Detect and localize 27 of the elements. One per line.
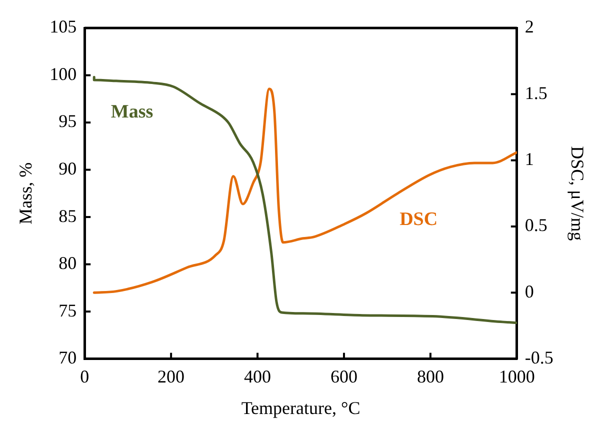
series-label: Mass	[110, 102, 154, 123]
x-axis-title: Temperature, °C	[241, 398, 360, 418]
x-tick-label: 1000	[498, 366, 535, 386]
x-tick-label: 800	[416, 366, 444, 386]
y2-tick-label: -0.5	[524, 348, 554, 368]
y-tick-label: 100	[50, 64, 77, 84]
x-tick-label: 200	[158, 366, 185, 386]
y2-tick-label: 0.5	[524, 215, 548, 236]
y2-tick-label: 2	[524, 16, 534, 37]
y-tick-label: 85	[58, 206, 77, 226]
y2-tick-label: 0	[524, 281, 534, 302]
x-tick-label: 400	[244, 366, 272, 386]
y-tick-label: 80	[58, 253, 77, 274]
y2-axis-title: DSC, μV/mg	[567, 146, 588, 241]
y-tick-label: 95	[58, 111, 77, 132]
y-axis-title: Mass, %	[16, 162, 36, 224]
y-tick-label: 70	[58, 348, 77, 368]
line-series	[92, 88, 517, 294]
y-tick-label: 90	[58, 158, 77, 179]
line-series	[92, 76, 517, 324]
x-tick-label: 0	[80, 366, 90, 386]
y2-tick-label: 1	[524, 149, 534, 170]
series-label: DSC	[400, 208, 438, 230]
x-tick-label: 600	[330, 366, 358, 386]
y-tick-label: 105	[50, 16, 77, 37]
y-tick-label: 75	[58, 300, 77, 320]
y2-tick-label: 1.5	[524, 82, 548, 103]
